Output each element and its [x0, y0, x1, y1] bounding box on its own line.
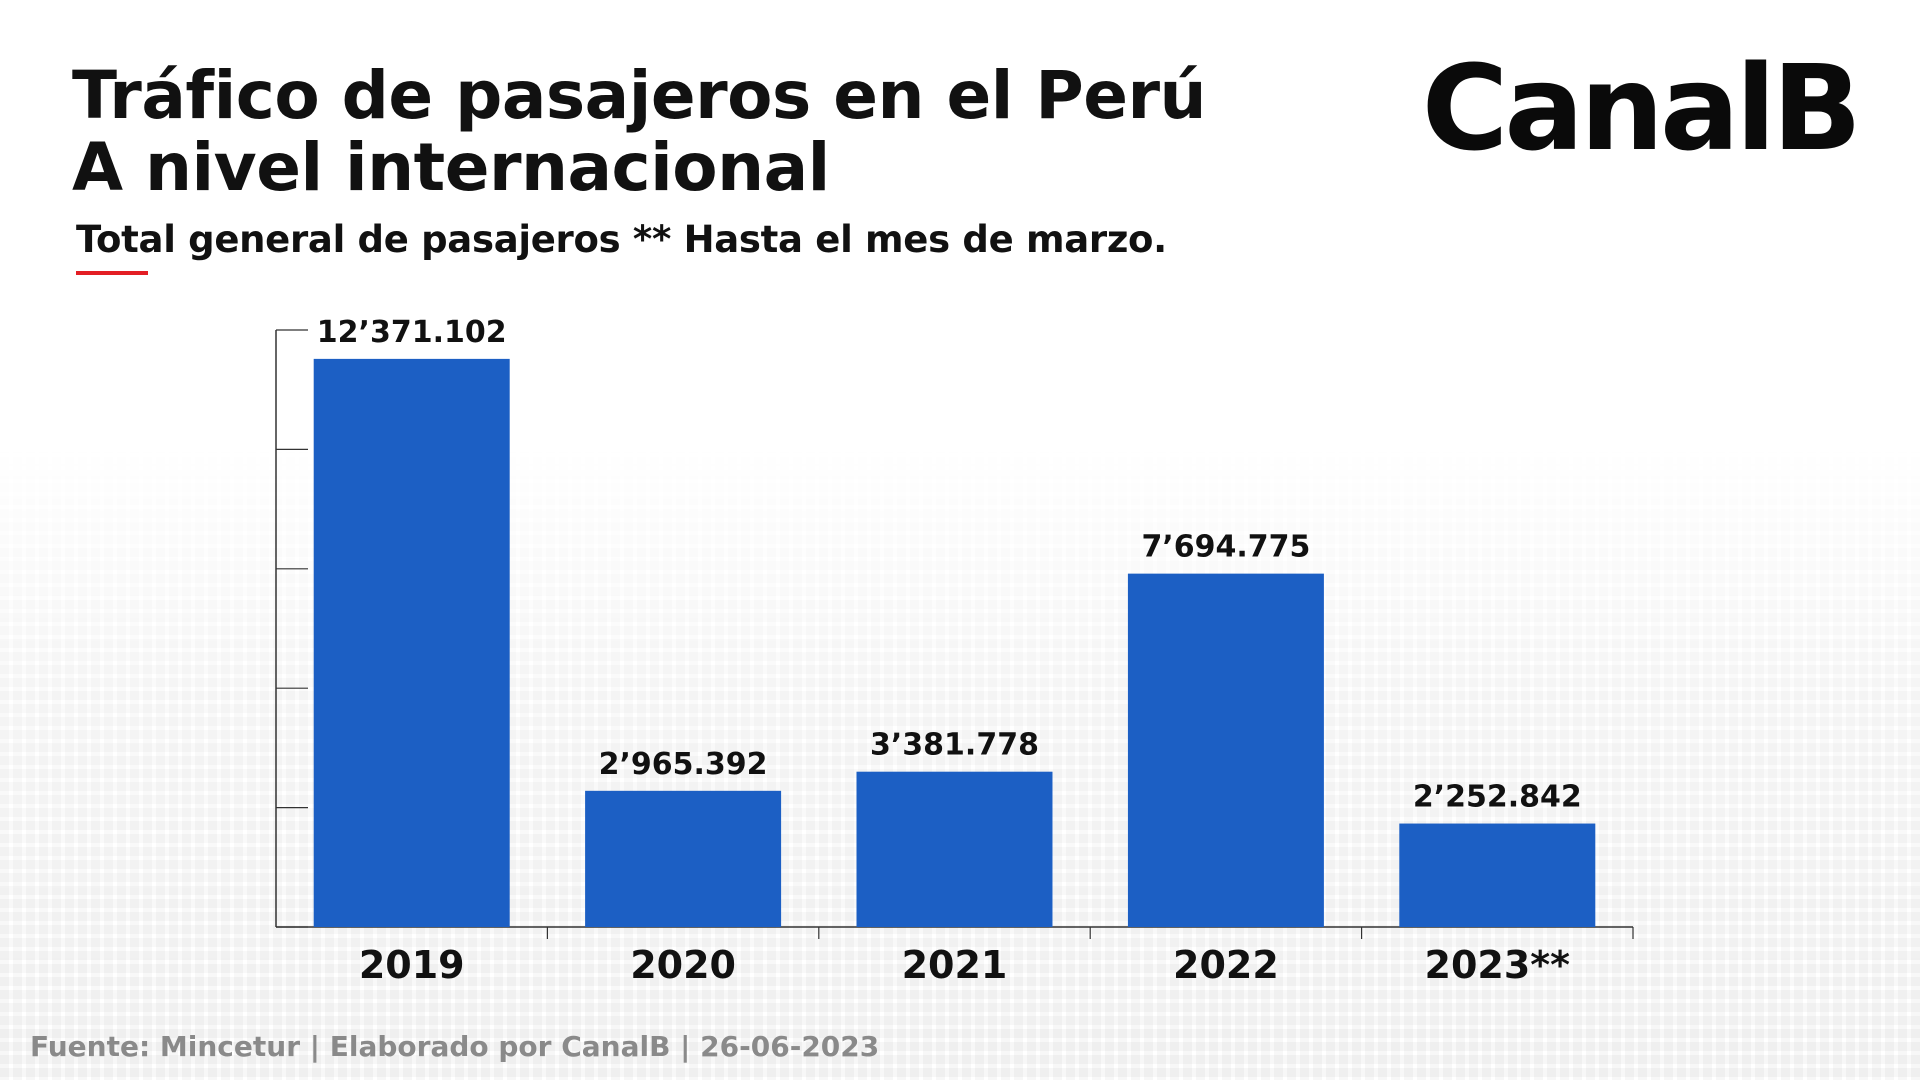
x-category-label: 2023**: [1425, 943, 1571, 987]
bar-value-label: 3’381.778: [870, 728, 1039, 763]
chart-category-labels: 2019 2020 2021 2022 2023**: [359, 943, 1570, 987]
bar-chart: 12’371.102 2’965.392 3’381.778 7’694.775 2’2…: [275, 315, 1634, 987]
bar-value-label: 2’252.842: [1413, 780, 1582, 815]
title-line-1: Tráfico de pasajeros en el Perú: [72, 57, 1207, 134]
bar-value-label: 2’965.392: [599, 747, 768, 782]
x-category-label: 2020: [630, 943, 736, 987]
canalb-logo: CanalB: [1421, 39, 1862, 177]
bar-2022: [1127, 573, 1324, 927]
subtitle-accent-line: [76, 271, 148, 275]
bar-2023: [1399, 823, 1596, 927]
chart-bars: [313, 358, 1596, 927]
chart-title: Tráfico de pasajeros en el Perú A nivel …: [72, 57, 1207, 206]
chart-value-labels: 12’371.102 2’965.392 3’381.778 7’694.775 2’2…: [317, 315, 1582, 815]
bar-2021: [856, 771, 1053, 927]
bar-value-label: 12’371.102: [317, 315, 507, 350]
x-category-label: 2019: [359, 943, 465, 987]
x-category-label: 2021: [902, 943, 1008, 987]
bar-value-label: 7’694.775: [1141, 530, 1310, 565]
bar-2020: [585, 790, 782, 927]
title-line-2: A nivel internacional: [72, 129, 830, 206]
source-footer: Fuente: Mincetur | Elaborado por CanalB …: [30, 1030, 880, 1063]
x-category-label: 2022: [1173, 943, 1279, 987]
bar-2019: [313, 358, 510, 927]
chart-subtitle: Total general de pasajeros ** Hasta el m…: [76, 218, 1167, 261]
